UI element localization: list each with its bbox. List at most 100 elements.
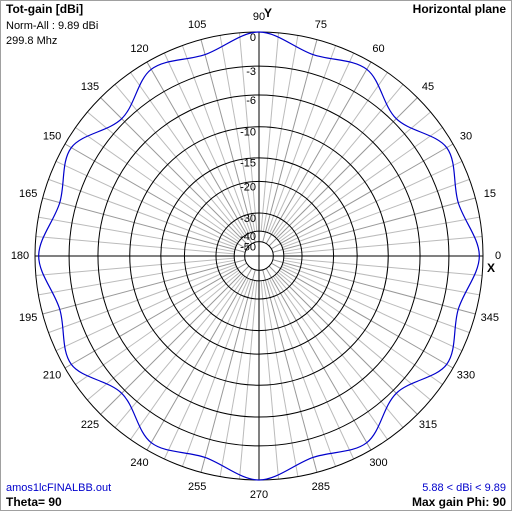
angle-label: 300: [369, 457, 387, 469]
angle-label: 210: [43, 369, 61, 381]
radial-line: [42, 259, 246, 315]
ring-label: -30: [240, 213, 256, 225]
radial-line: [269, 278, 355, 460]
angle-label: 15: [484, 188, 496, 200]
angle-label: 225: [81, 419, 99, 431]
radial-line: [38, 216, 235, 253]
ring-label: -10: [240, 127, 256, 139]
radial-line: [200, 269, 256, 473]
radial-line: [48, 178, 236, 248]
angle-label: 165: [19, 188, 37, 200]
ring-label: -3: [246, 66, 256, 78]
radial-line: [279, 269, 443, 385]
angle-label: 285: [312, 481, 330, 493]
angle-label: 30: [460, 130, 472, 142]
radial-line: [277, 271, 431, 401]
angle-label: 90: [253, 11, 265, 23]
angle-label: 120: [130, 43, 148, 55]
angle-label: 270: [250, 489, 268, 501]
radial-line: [163, 52, 249, 234]
radial-line: [130, 72, 246, 236]
radial-line: [55, 266, 237, 352]
radial-line: [281, 266, 463, 352]
radial-line: [146, 61, 253, 244]
radial-line: [87, 271, 241, 401]
radial-line: [260, 32, 280, 232]
radial-line: [238, 280, 258, 480]
radial-line: [181, 45, 251, 233]
radial-line: [277, 111, 431, 241]
radial-line: [146, 268, 253, 451]
radial-line: [268, 97, 418, 247]
angle-label: 180: [11, 250, 29, 262]
radial-line: [279, 127, 443, 243]
max-gain-label: Max gain Phi: 90: [412, 495, 506, 509]
radial-line: [100, 97, 250, 247]
y-axis-label: Y: [264, 6, 272, 20]
theta-label: Theta= 90: [6, 495, 62, 509]
radial-line: [262, 269, 318, 473]
radial-line: [238, 32, 258, 232]
radial-line: [55, 160, 237, 246]
plane-label: Horizontal plane: [413, 2, 507, 16]
radial-line: [265, 268, 372, 451]
frequency-label: 299.8 Mhz: [6, 35, 57, 47]
angle-label: 135: [81, 81, 99, 93]
ring-label: -40: [240, 231, 256, 243]
radial-line: [268, 265, 418, 415]
ring-label: -15: [240, 158, 256, 170]
radial-line: [163, 278, 249, 460]
x-axis-label: X: [487, 261, 495, 275]
radial-line: [87, 111, 241, 241]
radial-line: [181, 279, 251, 467]
file-label: amos1lcFINALBB.out: [6, 482, 111, 494]
ring-label: -6: [246, 95, 256, 107]
angle-label: 240: [130, 457, 148, 469]
radial-line: [283, 259, 480, 296]
radial-line: [75, 269, 239, 385]
angle-label: 45: [422, 81, 434, 93]
radial-line: [48, 264, 236, 334]
radial-line: [272, 197, 476, 253]
range-label: 5.88 < dBi < 9.89: [422, 482, 506, 494]
ring-label: 0: [250, 32, 256, 44]
ring-label: -50: [240, 242, 256, 254]
angle-label: 105: [188, 19, 206, 31]
radial-line: [114, 84, 244, 238]
angle-label: 315: [419, 419, 437, 431]
radial-line: [272, 259, 476, 315]
angle-label: 330: [457, 369, 475, 381]
angle-label: 150: [43, 130, 61, 142]
radial-line: [282, 178, 470, 248]
radial-line: [272, 276, 388, 440]
radial-line: [262, 35, 299, 232]
radial-line: [271, 143, 454, 250]
chart-title: Tot-gain [dBi]: [6, 2, 83, 16]
radial-line: [267, 45, 337, 233]
radial-line: [272, 72, 388, 236]
radial-line: [35, 257, 235, 277]
angle-label: 255: [188, 481, 206, 493]
radial-line: [100, 265, 250, 415]
radial-line: [200, 39, 256, 243]
radial-line: [262, 280, 299, 477]
angle-label: 345: [481, 312, 499, 324]
radial-line: [265, 61, 372, 244]
angle-label: 195: [19, 312, 37, 324]
radial-line: [219, 280, 256, 477]
radial-line: [281, 160, 463, 246]
radial-line: [274, 84, 404, 238]
norm-label: Norm-All : 9.89 dBi: [6, 20, 98, 32]
radial-line: [75, 127, 239, 243]
radial-line: [262, 39, 318, 243]
radial-line: [267, 279, 337, 467]
radial-line: [283, 216, 480, 253]
radial-line: [274, 274, 404, 428]
radial-line: [130, 276, 246, 440]
radial-line: [64, 262, 247, 369]
radial-line: [114, 274, 244, 428]
radial-line: [283, 257, 483, 277]
ring-label: -20: [240, 181, 256, 193]
radial-line: [38, 259, 235, 296]
radial-line: [260, 280, 280, 480]
